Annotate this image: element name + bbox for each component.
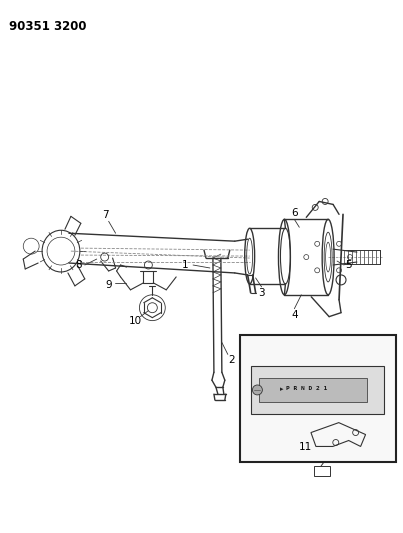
Text: 11: 11: [299, 442, 312, 453]
Text: P R N D 2 1: P R N D 2 1: [287, 386, 328, 391]
Text: 8: 8: [75, 260, 82, 270]
Bar: [239, 335, 396, 462]
Text: 5: 5: [346, 260, 352, 270]
Text: 2: 2: [229, 356, 235, 365]
Text: ▸: ▸: [280, 386, 284, 392]
Text: 10: 10: [129, 316, 142, 326]
Text: 1: 1: [182, 260, 189, 270]
Text: 9: 9: [105, 280, 112, 290]
Text: 4: 4: [291, 310, 298, 320]
Text: 90351 3200: 90351 3200: [9, 20, 87, 33]
Text: 3: 3: [258, 288, 265, 298]
Text: 6: 6: [291, 208, 298, 219]
Text: 7: 7: [102, 211, 109, 220]
Bar: [314, 466, 330, 477]
Bar: [260, 378, 367, 402]
Circle shape: [252, 385, 262, 395]
Bar: [251, 366, 384, 414]
